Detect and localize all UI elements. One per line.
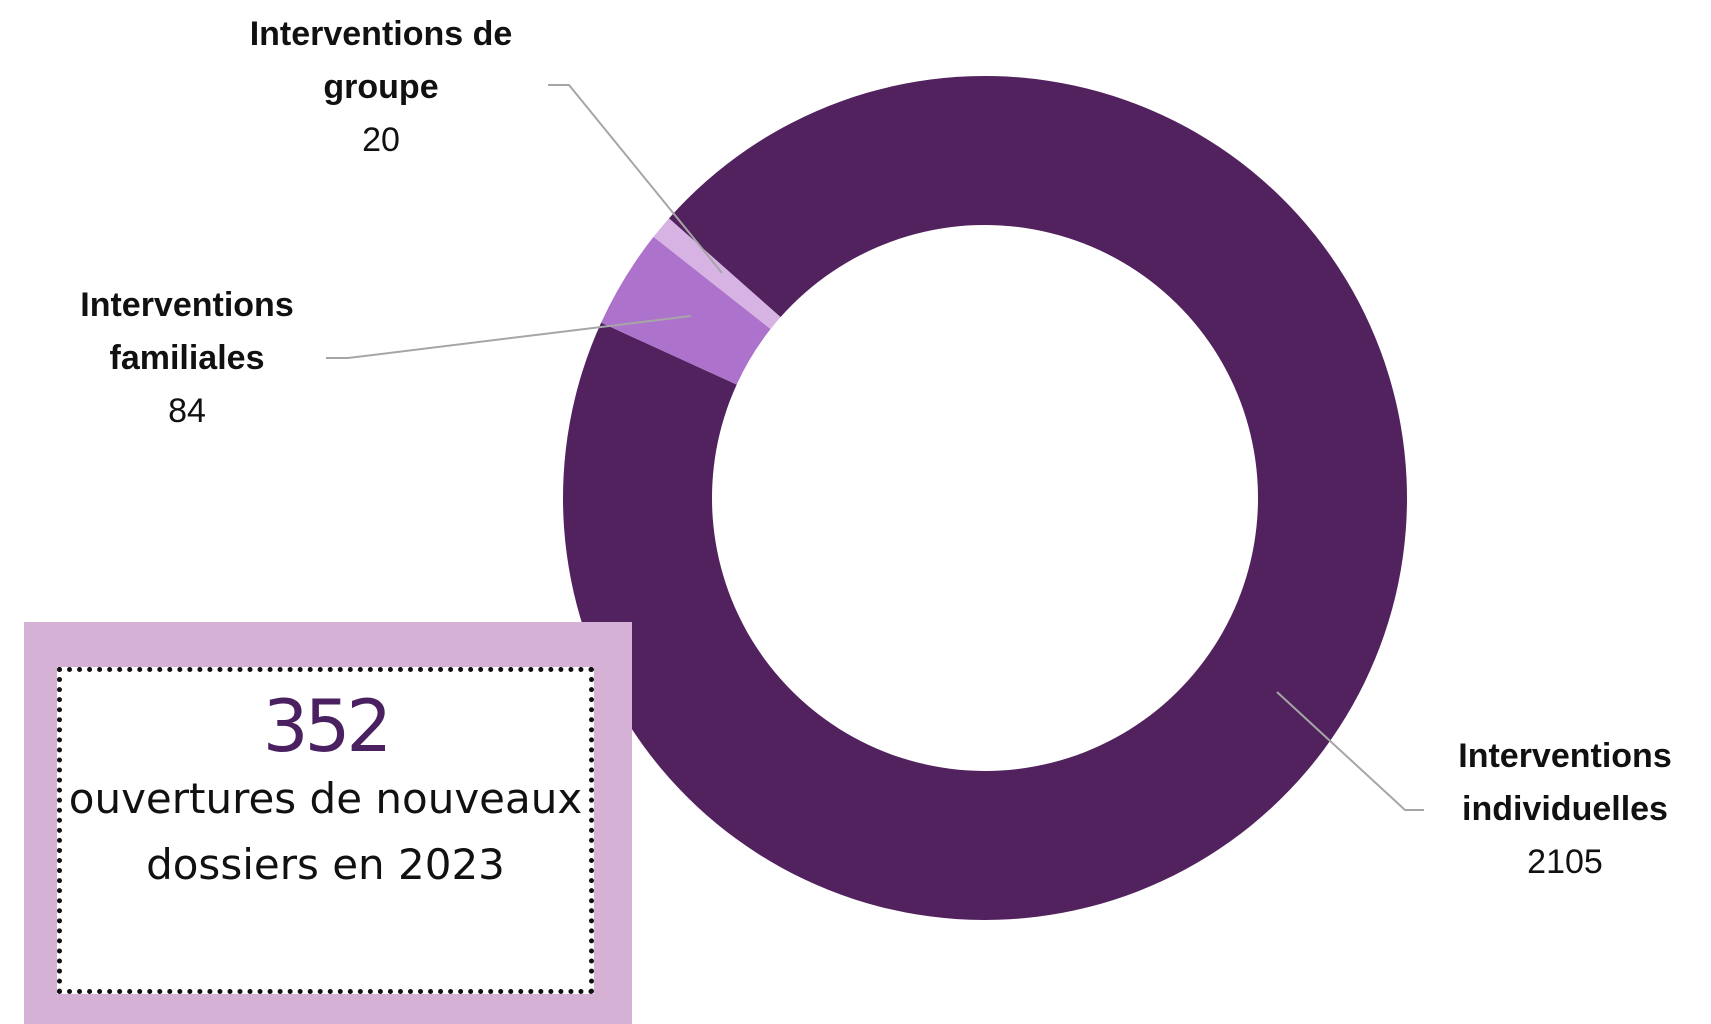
slice-name: Interventions de groupe [249,15,513,106]
leader-line [326,315,692,359]
slice-name: Interventions familiales [80,286,294,377]
callout-box: 352 ouvertures de nouveaux dossiers en 2… [24,622,632,1024]
callout-number: 352 [262,684,392,768]
slice-label: Interventions familiales 84 [37,279,337,438]
leader-line [548,84,723,274]
donut-slice [653,218,781,330]
callout-text: ouvertures de nouveaux dossiers en 2023 [68,774,583,889]
slice-value: 84 [168,392,206,430]
slice-label: Interventions de groupe 20 [211,8,551,167]
donut-slice [562,76,1407,921]
donut-slice [601,236,771,385]
slice-label: Interventions individuelles 2105 [1420,730,1710,889]
leader-line [1276,691,1424,811]
callout-frame: 352 ouvertures de nouveaux dossiers en 2… [57,667,594,994]
slice-value: 20 [362,121,400,159]
slice-name: Interventions individuelles [1458,737,1672,828]
slice-value: 2105 [1527,843,1603,881]
